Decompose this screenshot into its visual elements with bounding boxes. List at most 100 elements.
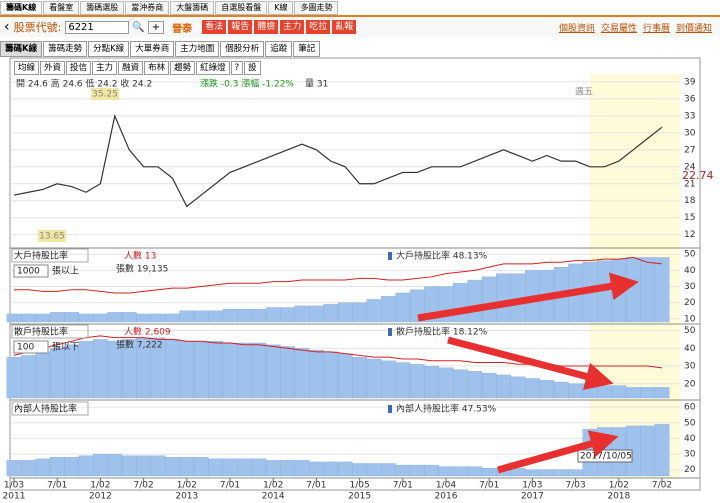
bar	[165, 313, 180, 323]
bar	[93, 313, 108, 323]
subtab[interactable]: 大單券商	[130, 41, 175, 57]
x-tick-label: 1/02	[263, 481, 283, 491]
bar	[539, 380, 555, 399]
nav-tab[interactable]: 當沖券商	[125, 0, 170, 15]
tool[interactable]: 設	[244, 61, 261, 75]
nav-tab[interactable]: 大盤籌碼	[170, 0, 215, 15]
annotation: 週五	[575, 87, 593, 98]
tool[interactable]: 投信	[66, 61, 92, 75]
x-year-label: 2017	[521, 492, 544, 502]
bar	[265, 344, 281, 399]
subtab[interactable]: 籌碼K線	[0, 41, 43, 57]
code-input[interactable]: 6221	[65, 20, 130, 34]
nav-tab[interactable]: 多圖走勢	[294, 0, 339, 15]
link[interactable]: 個股資訊	[558, 23, 595, 34]
nav-tab[interactable]: K線	[268, 0, 294, 15]
nav-tab[interactable]: 籌碼選股	[80, 0, 125, 15]
bar	[179, 310, 195, 323]
nav-tab[interactable]: 自選股看盤	[215, 0, 268, 15]
bar	[294, 460, 310, 477]
subtab[interactable]: 籌碼走勢	[43, 41, 88, 57]
bar	[409, 364, 425, 399]
bar	[251, 458, 267, 477]
bar	[150, 455, 166, 477]
bar	[150, 337, 166, 399]
tool[interactable]: 趨勢	[170, 61, 196, 75]
bar	[597, 260, 612, 323]
y-tick-label: 39	[684, 77, 696, 87]
bar	[280, 346, 295, 399]
panel-title: 內部人持股比率	[14, 403, 77, 415]
action-button[interactable]: 亂報	[332, 20, 357, 34]
bar	[654, 424, 670, 477]
link[interactable]: 行事曆	[642, 23, 670, 34]
bar	[35, 458, 51, 477]
x-tick-label: 1/03	[522, 481, 542, 491]
subtab[interactable]: 筆記	[293, 41, 321, 57]
tool[interactable]: 布林	[144, 61, 170, 75]
bar	[193, 457, 209, 477]
add[interactable]: +	[147, 20, 165, 34]
bar	[294, 305, 310, 323]
bar	[208, 458, 223, 477]
tool[interactable]: ?	[230, 61, 244, 75]
bar	[78, 313, 94, 323]
bar	[251, 342, 267, 399]
bar	[597, 427, 612, 477]
bar	[251, 308, 267, 323]
bar	[121, 455, 137, 477]
arrow	[417, 272, 639, 322]
y-tick-label: 21	[684, 179, 695, 189]
bar	[553, 469, 569, 477]
nav-tab[interactable]: 看盤室	[43, 0, 80, 15]
bar	[366, 299, 382, 323]
back[interactable]: ‹	[4, 19, 10, 35]
bar	[237, 308, 252, 323]
x-tick-label: 1/02	[609, 481, 629, 491]
action-button[interactable]: 主力	[280, 20, 305, 34]
bar	[525, 378, 540, 399]
tooltip-text: 2017/10/05	[580, 452, 632, 462]
x-tick-label: 1/02	[90, 481, 110, 491]
bar	[438, 286, 454, 323]
action-button[interactable]: 看法	[202, 20, 227, 34]
series-line	[13, 335, 663, 369]
y-tick-label: 20	[684, 379, 696, 389]
tool[interactable]: 紅綠燈	[196, 61, 230, 75]
bar	[64, 344, 79, 399]
action-button[interactable]: 吃拉	[306, 20, 331, 34]
link[interactable]: 交易屬性	[600, 23, 637, 34]
bar	[6, 313, 22, 323]
tool[interactable]: 均線	[14, 61, 40, 75]
bar	[193, 310, 209, 323]
action-button[interactable]: 報告	[228, 20, 253, 34]
tool[interactable]: 主力	[92, 61, 118, 75]
link[interactable]: 到價通知	[675, 23, 712, 34]
bar	[409, 464, 425, 477]
toolbar: 均線 外資 投信 主力 融資 布林 趨勢 紅綠燈? 設	[14, 61, 262, 75]
x-tick-label: 7/02	[133, 481, 153, 491]
y-tick-label: 40	[684, 434, 696, 444]
nav-tab[interactable]: 籌碼K線	[0, 0, 43, 15]
subtab[interactable]: 個股分析	[220, 41, 265, 57]
links: 個股資訊 交易屬性 行事曆 到價通知	[553, 21, 712, 34]
search-icon[interactable]: 🔍	[132, 21, 145, 33]
bar	[21, 313, 36, 323]
tool[interactable]: 融資	[118, 61, 144, 75]
panel-title: 大戶持股比率	[14, 250, 68, 262]
action-button[interactable]: 體檢	[254, 20, 279, 34]
subtab[interactable]: 追蹤	[265, 41, 293, 57]
bar	[6, 460, 22, 477]
subtab[interactable]: 分點K線	[88, 41, 130, 57]
bar	[208, 310, 223, 323]
y-tick-label: 18	[684, 196, 696, 206]
y-tick-label: 50	[684, 418, 696, 428]
bar	[525, 469, 540, 477]
tool[interactable]: 外資	[40, 61, 66, 75]
bar	[179, 457, 195, 477]
bar	[121, 339, 137, 399]
bar	[21, 355, 36, 399]
subtab[interactable]: 主力地圖	[175, 41, 220, 57]
